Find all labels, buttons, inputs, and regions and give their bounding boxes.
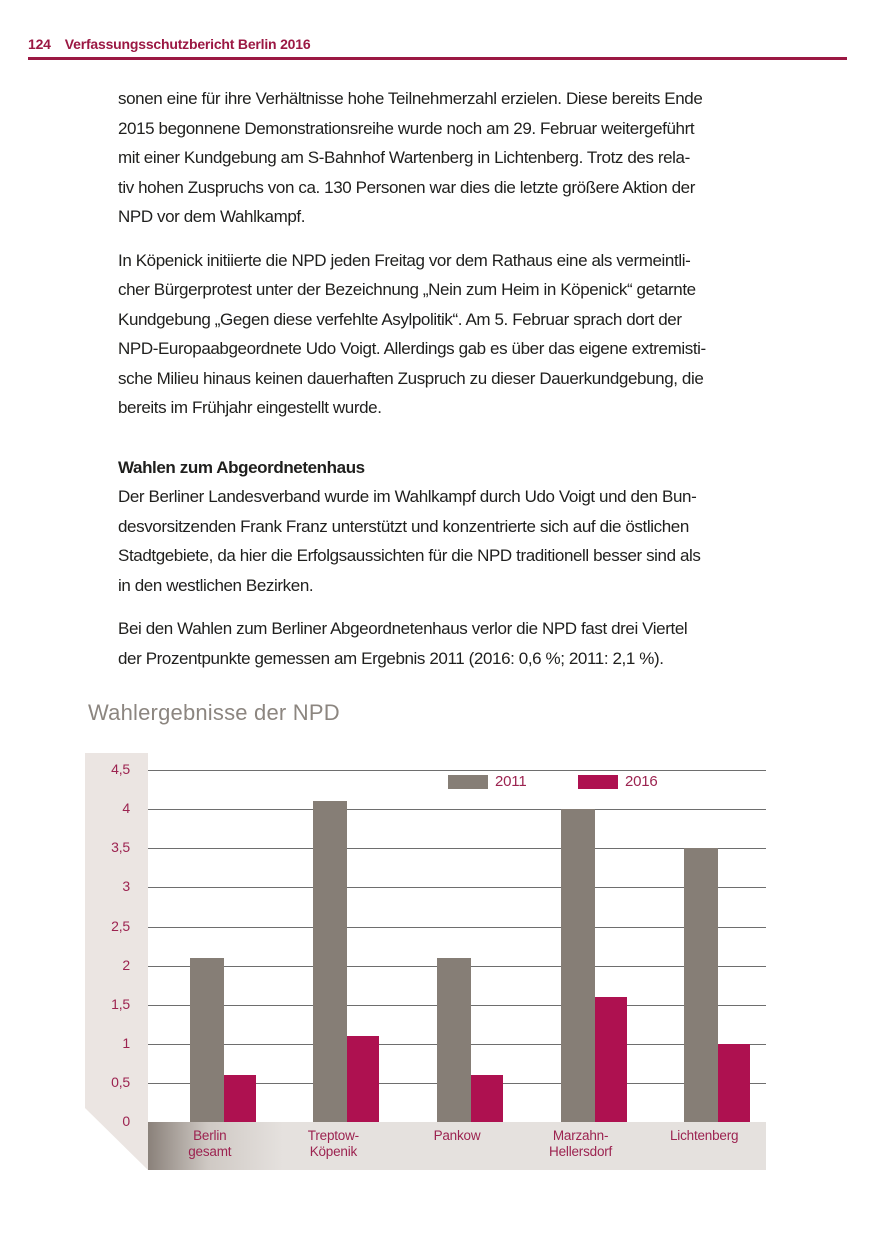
bar-group	[272, 753, 396, 1122]
text-line: bereits im Frühjahr eingestellt wurde.	[118, 398, 382, 417]
y-tick-label: 2	[122, 956, 130, 973]
x-axis-label: Lichtenberg	[642, 1122, 766, 1170]
text-line: tiv hohen Zuspruchs von ca. 130 Personen…	[118, 177, 695, 197]
x-axis-label: Marzahn- Hellersdorf	[519, 1122, 643, 1170]
legend-swatch-2016	[578, 774, 618, 789]
bar-group	[148, 753, 272, 1122]
text-line: der Prozentpunkte gemessen am Ergebnis 2…	[118, 648, 664, 668]
bar-group	[519, 753, 643, 1122]
text-line: sche Milieu hinaus keinen dauerhaften Zu…	[118, 368, 704, 388]
text-line: Der Berliner Landesverband wurde im Wahl…	[118, 487, 697, 506]
chart-title: Wahlergebnisse der NPD	[88, 700, 340, 725]
legend-swatch-2011	[448, 774, 488, 789]
bar-2016	[470, 1075, 503, 1122]
paragraph: Bei den Wahlen zum Berliner Abgeordneten…	[118, 614, 768, 673]
y-tick-label: 0,5	[111, 1073, 130, 1090]
bar-series	[148, 753, 766, 1122]
y-tick-label: 2,5	[111, 917, 130, 934]
x-axis-label-line: Treptow-	[307, 1128, 359, 1143]
bar-2011	[436, 957, 471, 1122]
gridline	[148, 887, 766, 889]
x-axis-label: Berlin gesamt	[148, 1122, 272, 1170]
bar-2011	[560, 809, 595, 1122]
section-heading: Wahlen zum Abgeordnetenhaus	[118, 457, 365, 477]
text-line: in den westlichen Bezirken.	[118, 575, 314, 595]
y-tick-label: 3	[122, 878, 130, 895]
y-tick-label: 4,5	[111, 761, 130, 778]
paragraph: In Köpenick initiierte die NPD jeden Fre…	[118, 246, 768, 423]
bar-2011	[313, 801, 348, 1122]
page-number: 124	[28, 36, 51, 52]
text-line: desvorsitzenden Frank Franz unterstützt …	[118, 516, 689, 536]
x-axis-label: Treptow- Köpenik	[272, 1122, 396, 1170]
text-line: cher Bürgerprotest unter der Bezeichnung…	[118, 280, 696, 299]
y-tick-label: 1	[122, 1034, 130, 1051]
plot-area: 2011 2016	[148, 753, 766, 1124]
x-axis-label-line: Berlin	[193, 1128, 227, 1143]
legend-entry-2011: 2011	[448, 773, 527, 790]
y-tick-label: 3,5	[111, 839, 130, 856]
x-axis-label-line: Lichtenberg	[669, 1128, 739, 1143]
x-axis-label-line: Köpenik	[309, 1144, 358, 1159]
y-tick-label: 1,5	[111, 995, 130, 1012]
bar-2016	[718, 1043, 751, 1122]
bar-2011	[684, 848, 719, 1122]
x-axis-label: Pankow	[395, 1122, 519, 1170]
gridline	[148, 770, 766, 772]
chart-legend: 2011 2016	[148, 773, 766, 790]
y-tick-label: 0	[122, 1113, 130, 1129]
legend-entry-2016: 2016	[578, 773, 658, 790]
y-axis-band	[85, 753, 148, 1170]
x-axis-label-line: Marzahn-	[552, 1128, 609, 1143]
bar-2016	[347, 1035, 380, 1122]
paragraph: Der Berliner Landesverband wurde im Wahl…	[118, 482, 768, 600]
x-axis-strip: Berlin gesamt Treptow- Köpenik Pankow Marzahn…	[148, 1122, 766, 1170]
text-line: Kundgebung „Gegen diese verfehlte Asylpo…	[118, 309, 682, 329]
text-line: sonen eine für ihre Verhältnisse hohe Te…	[118, 89, 703, 108]
x-axis-label-line: Hellersdorf	[549, 1144, 613, 1159]
bar-2011	[189, 957, 224, 1122]
bar-2016	[594, 996, 627, 1122]
x-axis-label-line: gesamt	[188, 1144, 232, 1159]
text-line: NPD vor dem Wahlkampf.	[118, 207, 306, 226]
gridline	[148, 848, 766, 850]
gridline	[148, 926, 766, 928]
legend-label-2016: 2016	[625, 773, 658, 790]
header-title: Verfassungsschutzbericht Berlin 2016	[64, 36, 311, 52]
x-axis-label-line: Pankow	[433, 1128, 481, 1143]
npd-results-chart: 2011 2016 Berlin gesamt Treptow- Köpenik Pan…	[85, 753, 766, 1170]
header-rule	[28, 57, 847, 60]
y-tick-label: 4	[122, 800, 130, 817]
text-line: mit einer Kundgebung am S-Bahnhof Warten…	[118, 148, 690, 167]
bar-group	[395, 753, 519, 1122]
text-line: Stadtgebiete, da hier die Erfolgsaussich…	[118, 546, 701, 565]
running-header: 124 Verfassungsschutzbericht Berlin 2016	[28, 36, 311, 52]
bar-group	[642, 753, 766, 1122]
text-line: 2015 begonnene Demonstrationsreihe wurde…	[118, 118, 695, 138]
legend-label-2011: 2011	[495, 773, 527, 790]
bar-2016	[223, 1075, 256, 1122]
text-line: In Köpenick initiierte die NPD jeden Fre…	[118, 250, 691, 270]
text-line: Bei den Wahlen zum Berliner Abgeordneten…	[118, 619, 688, 638]
gridline	[148, 809, 766, 811]
body-text: sonen eine für ihre Verhältnisse hohe Te…	[118, 84, 768, 687]
text-line: NPD-Europaabgeordnete Udo Voigt. Allerdi…	[118, 339, 706, 358]
paragraph: sonen eine für ihre Verhältnisse hohe Te…	[118, 84, 768, 232]
